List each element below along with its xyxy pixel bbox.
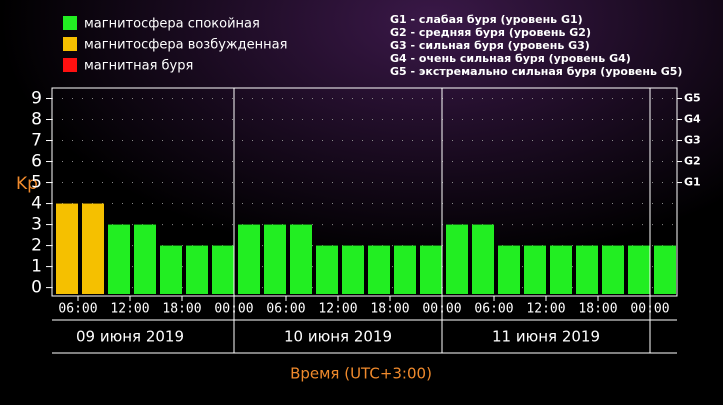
x-tick-label: 06:00: [474, 302, 513, 317]
y-tick-label: 4: [31, 194, 42, 214]
legend-swatch: [63, 58, 77, 72]
x-tick-label: 18:00: [162, 302, 201, 317]
y-tick-label: 5: [31, 173, 42, 193]
bar: [498, 245, 520, 294]
bar: [238, 224, 260, 294]
x-tick-label: 12:00: [318, 302, 357, 317]
bar: [316, 245, 338, 294]
y-tick-label: 3: [31, 215, 42, 235]
x-tick-label: 18:00: [578, 302, 617, 317]
bar: [134, 224, 156, 294]
bar: [524, 245, 546, 294]
day-label: 09 июня 2019: [76, 328, 184, 346]
x-axis-label: Время (UTC+3:00): [290, 365, 432, 383]
x-tick-label: 12:00: [110, 302, 149, 317]
legend-label: магнитная буря: [84, 59, 193, 74]
x-tick-label: 18:00: [370, 302, 409, 317]
right-tick-label: G4: [684, 113, 701, 126]
right-tick-label: G2: [684, 155, 701, 168]
y-tick-label: 1: [31, 257, 42, 277]
bar: [446, 224, 468, 294]
day-label: 10 июня 2019: [284, 328, 392, 346]
storm-scale-label: G2 - средняя буря (уровень G2): [390, 26, 591, 39]
x-tick-label: 06:00: [58, 302, 97, 317]
day-label: 11 июня 2019: [492, 328, 600, 346]
bar: [186, 245, 208, 294]
y-tick-label: 9: [31, 89, 42, 109]
right-tick-label: G1: [684, 176, 701, 189]
storm-scale-label: G4 - очень сильная буря (уровень G4): [390, 52, 631, 65]
bar: [342, 245, 364, 294]
legend-label: магнитосфера возбужденная: [84, 38, 287, 53]
bar: [212, 245, 234, 294]
y-tick-label: 0: [31, 278, 42, 298]
legend-swatch: [63, 16, 77, 30]
bar: [576, 245, 598, 294]
plot-frame: [51, 87, 678, 297]
bar: [472, 224, 494, 294]
y-tick-label: 8: [31, 110, 42, 130]
y-tick-label: 6: [31, 152, 42, 172]
storm-scale-label: G5 - экстремально сильная буря (уровень …: [390, 65, 682, 78]
right-tick-label: G3: [684, 134, 701, 147]
y-axis-label: Kp: [16, 174, 38, 194]
bar: [368, 245, 390, 294]
bar: [628, 245, 650, 294]
right-tick-label: G5: [684, 92, 701, 105]
bar: [108, 224, 130, 294]
bar: [394, 245, 416, 294]
storm-scale-label: G3 - сильная буря (уровень G3): [390, 39, 590, 52]
x-tick-label: 12:00: [526, 302, 565, 317]
bar: [82, 203, 104, 294]
x-tick-label: 06:00: [266, 302, 305, 317]
bar: [264, 224, 286, 294]
legend-label: магнитосфера спокойная: [84, 17, 260, 32]
bar: [160, 245, 182, 294]
bar: [420, 245, 442, 294]
bar: [550, 245, 572, 294]
bar: [654, 245, 676, 294]
storm-scale-label: G1 - слабая буря (уровень G1): [390, 13, 583, 26]
legend-swatch: [63, 37, 77, 51]
bar: [602, 245, 624, 294]
bar: [56, 203, 78, 294]
y-tick-label: 7: [31, 131, 42, 151]
bar: [290, 224, 312, 294]
y-tick-label: 2: [31, 236, 42, 256]
